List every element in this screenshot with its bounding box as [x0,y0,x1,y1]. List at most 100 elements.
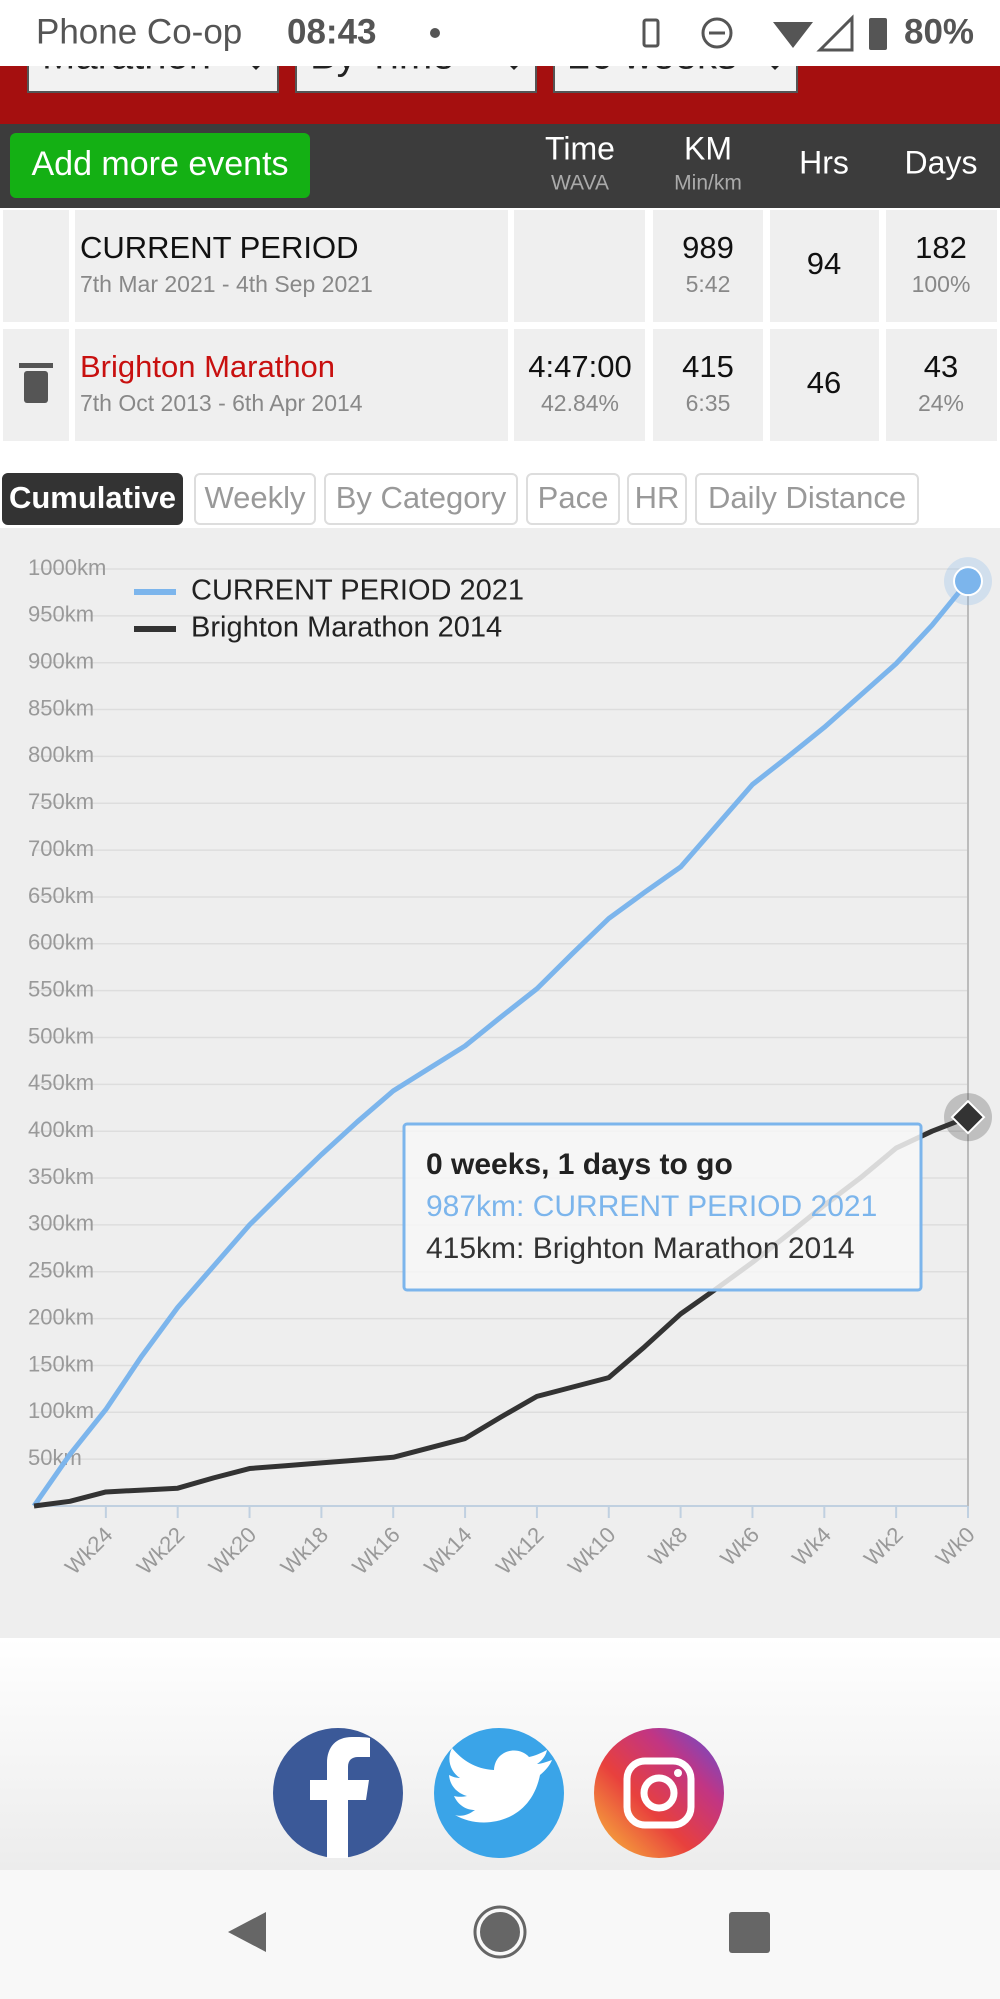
tab[interactable] [526,473,620,525]
y-tick-label: 100km [28,1398,94,1423]
add-events-label[interactable]: Add more events [31,145,288,183]
hover-marker [950,1099,986,1135]
add-events-button[interactable] [10,133,310,198]
y-tick-label: 800km [28,742,94,767]
battery-level: 80% [904,12,974,51]
tab-label[interactable]: Cumulative [9,480,176,515]
instagram-lens [640,1774,678,1812]
y-tick-label: 950km [28,602,94,627]
cell-time: 4:47:00 [528,349,631,384]
y-tick-label: 900km [28,649,94,674]
delete-lid[interactable] [19,363,53,368]
twitter-glyph [449,1748,552,1823]
table-cell [653,210,763,322]
table-cell [75,210,508,322]
tab[interactable] [695,473,919,525]
y-tick-label: 200km [28,1304,94,1329]
cell-km: 989 [682,230,734,265]
cell-days: 182 [915,230,967,265]
carrier: Phone Co-op [36,12,242,51]
table-cell [514,210,645,322]
legend-label[interactable]: Brighton Marathon 2014 [191,612,502,644]
tab[interactable] [324,473,518,525]
tab[interactable] [2,473,183,525]
cell-pace: 5:42 [686,271,731,297]
nav-home[interactable] [476,1908,524,1956]
table-cell [514,329,645,441]
column-label[interactable]: KM [684,130,732,166]
y-tick-label: 1000km [28,555,106,580]
clock: 08:43 [287,12,377,51]
y-tick-label: 600km [28,930,94,955]
y-tick-label: 750km [28,789,94,814]
tab-label[interactable]: HR [635,480,680,515]
chart-bg [0,528,1000,1638]
tab[interactable] [194,473,316,525]
cell-km: 415 [682,349,734,384]
y-tick-label: 350km [28,1164,94,1189]
vibrate-icon [642,18,660,48]
instagram-dot [674,1769,682,1777]
cell-days_pct: 24% [918,390,964,416]
delete-icon[interactable] [24,371,48,403]
y-tick-label: 500km [28,1023,94,1048]
row-dates: 7th Oct 2013 - 6th Apr 2014 [80,390,363,416]
tooltip-title: 0 weeks, 1 days to go [426,1148,733,1181]
table-cell [770,210,879,322]
y-tick-label: 300km [28,1211,94,1236]
signal-icon [816,14,854,52]
dnd-icon [701,17,733,49]
table-cell [75,329,508,441]
legend-label[interactable]: CURRENT PERIOD 2021 [191,575,524,607]
tab-label[interactable]: Daily Distance [708,480,906,515]
instagram-frame [623,1757,695,1829]
y-tick-label: 700km [28,836,94,861]
table-cell [3,210,69,322]
instagram-icon[interactable] [594,1728,724,1858]
column-sub[interactable]: Min/km [674,172,742,195]
wifi-icon [773,22,813,48]
cell-days_pct: 100% [912,271,971,297]
column-label[interactable]: Days [905,144,978,180]
row-name: CURRENT PERIOD [80,230,358,265]
tab[interactable] [627,473,687,525]
notification-dot [430,28,440,38]
column-label[interactable]: Hrs [799,144,849,180]
tooltip-line: 987km: CURRENT PERIOD 2021 [426,1190,877,1223]
cell-hrs: 46 [807,365,841,400]
status-bar [0,0,1000,66]
battery-icon [869,18,887,50]
y-tick-label: 150km [28,1351,94,1376]
table-cell [886,329,997,441]
cell-days: 43 [924,349,958,384]
column-sub[interactable]: WAVA [551,172,609,195]
row-name: Brighton Marathon [80,349,335,384]
cell-pace: 6:35 [686,390,731,416]
tooltip-box [402,1122,923,1292]
row-dates: 7th Mar 2021 - 4th Sep 2021 [80,271,373,297]
column-label[interactable]: Time [545,130,615,166]
cell-wava: 42.84% [541,390,619,416]
y-tick-label: 650km [28,883,94,908]
hover-marker [953,566,983,597]
nav-home-ring [473,1905,527,1959]
tab-label[interactable]: By Category [336,480,507,515]
tab-label[interactable]: Pace [538,480,609,515]
y-tick-label: 850km [28,695,94,720]
y-tick-label: 550km [28,976,94,1001]
y-tick-label: 250km [28,1258,94,1283]
y-tick-label: 450km [28,1070,94,1095]
table-cell [886,210,997,322]
cell-hrs: 94 [807,246,841,281]
facebook-glyph [310,1737,370,1858]
nav-back[interactable] [228,1912,266,1952]
y-tick-label: 400km [28,1117,94,1142]
table-cell [770,329,879,441]
tooltip-line: 415km: Brighton Marathon 2014 [426,1232,855,1265]
table-cell [653,329,763,441]
nav-recents[interactable] [729,1912,770,1953]
tab-label[interactable]: Weekly [204,480,306,515]
series-line [31,579,970,1508]
